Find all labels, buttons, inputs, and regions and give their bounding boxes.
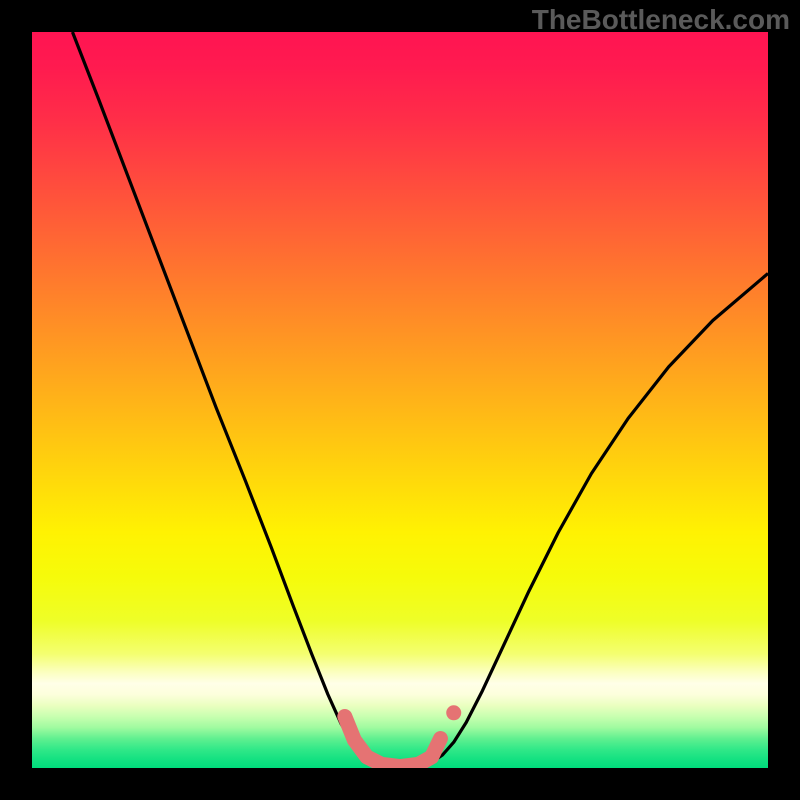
gradient-background [32, 32, 768, 768]
plot-area [32, 32, 768, 768]
highlight-dot [446, 705, 461, 720]
chart-svg [32, 32, 768, 768]
chart-frame: TheBottleneck.com [0, 0, 800, 800]
watermark-text: TheBottleneck.com [532, 4, 790, 36]
